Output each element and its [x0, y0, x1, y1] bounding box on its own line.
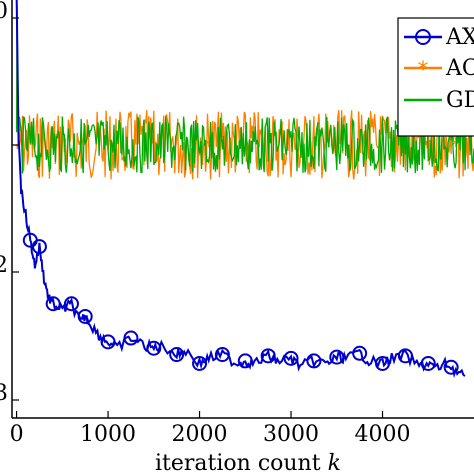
series-marker-ax — [31, 239, 47, 255]
series-marker-ax — [352, 345, 368, 361]
legend-label-ax: AX — [445, 25, 474, 50]
series-line-ax — [15, 0, 466, 379]
series-marker-ax — [146, 340, 162, 356]
y-tick-label: 2 — [0, 253, 8, 278]
x-tick-label: 0 — [10, 422, 24, 447]
x-tick-label: 4000 — [355, 422, 411, 447]
legend-marker-ax — [415, 29, 431, 45]
series-marker-ax — [443, 359, 459, 375]
series-marker-ax — [237, 353, 253, 369]
y-tick-label: 3 — [0, 381, 8, 406]
x-tick-label: 2000 — [172, 422, 228, 447]
series-marker-ax — [169, 347, 185, 363]
plot-area: * * — [12, 0, 474, 401]
series-marker-ax — [45, 296, 61, 312]
series-marker-ax — [77, 308, 93, 324]
x-axis-label-variable: k — [328, 451, 341, 474]
x-tick-label: 3000 — [263, 422, 319, 447]
series-marker-ax — [214, 347, 230, 363]
x-tick-label: 1000 — [80, 422, 136, 447]
legend: AX * AC GD — [397, 17, 474, 137]
series-line-gd — [15, 5, 474, 174]
x-axis-label: iteration count k — [155, 451, 341, 474]
series-marker-ax — [100, 334, 116, 350]
series-marker-ax — [123, 330, 139, 346]
series-marker-ax — [306, 353, 322, 369]
series-marker-ax — [375, 355, 391, 371]
legend-label-gd: GD — [446, 88, 474, 113]
x-ticks: 0 1000 2000 3000 4000 — [10, 411, 411, 447]
series-marker-ac: * — [204, 134, 214, 158]
legend-marker-ac: * — [418, 58, 429, 83]
y-tick-label: 0 — [0, 0, 8, 24]
series-marker-ax — [420, 355, 436, 371]
x-axis-label-text: iteration count — [155, 451, 328, 474]
series-marker-ax — [260, 348, 276, 364]
legend-label-ac: AC — [445, 56, 474, 81]
series-marker-ax — [329, 349, 345, 365]
series-marker-ax — [397, 348, 413, 364]
series-marker-ax — [192, 355, 208, 371]
axes — [11, 0, 474, 419]
series-marker-ac: * — [451, 134, 461, 158]
series-marker-ax — [63, 296, 79, 312]
series-line-ac — [15, 110, 474, 180]
y-ticks: 0 2 3 — [0, 0, 8, 406]
series-marker-ax — [283, 350, 299, 366]
